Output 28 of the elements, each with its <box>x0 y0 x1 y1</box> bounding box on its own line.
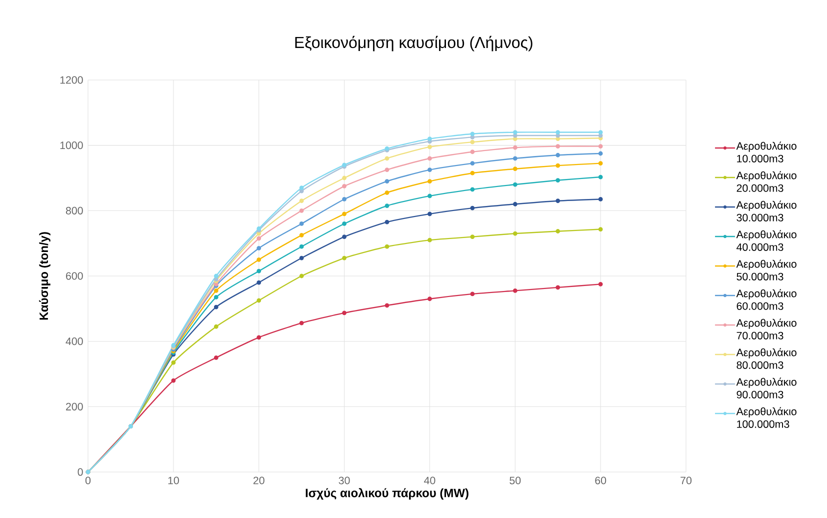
x-tick-label: 10 <box>168 476 179 484</box>
x-tick-label: 20 <box>253 476 264 484</box>
legend-label: Αεροθυλάκιο 20.000m3 <box>736 171 796 192</box>
chart-title: Εξοικονόμηση καυσίμου (Λήμνος) <box>295 36 532 52</box>
x-tick-label: 40 <box>424 476 436 484</box>
legend-label: Αεροθυλάκιο 70.000m3 <box>736 318 796 340</box>
legend-label: Αεροθυλάκιο 30.000m3 <box>736 200 796 222</box>
x-axis-title: Ισχύς αιολικού πάρκου (MW) <box>306 488 468 500</box>
y-tick-label: 1200 <box>60 76 83 84</box>
y-tick-label: 200 <box>66 402 83 410</box>
legend-label: Αεροθυλάκιο 90.000m3 <box>736 378 796 398</box>
y-tick-label: 400 <box>66 338 83 346</box>
y-axis-title: Καύσιμο (ton/y) <box>39 232 50 320</box>
x-tick-label: 50 <box>510 476 521 484</box>
legend-label: Αεροθυλάκιο 50.000m3 <box>736 260 796 280</box>
y-tick-label: 800 <box>66 206 83 214</box>
x-tick-label: 60 <box>595 476 606 484</box>
y-tick-label: 600 <box>66 272 83 280</box>
x-tick-label: 0 <box>85 476 91 484</box>
y-tick-label: 0 <box>78 468 83 476</box>
legend-label: Αεροθυλάκιο 80.000m3 <box>736 348 796 369</box>
x-tick-label: 30 <box>338 476 350 484</box>
legend-label: Αεροθυλάκιο 100.000m3 <box>736 407 796 428</box>
y-tick-label: 1000 <box>60 142 83 150</box>
x-tick-label: 70 <box>680 476 692 484</box>
legend-label: Αεροθυλάκιο 40.000m3 <box>736 230 796 251</box>
legend-label: Αεροθυλάκιο 10.000m3 <box>736 142 796 162</box>
legend-label: Αεροθυλάκιο 60.000m3 <box>736 289 796 310</box>
